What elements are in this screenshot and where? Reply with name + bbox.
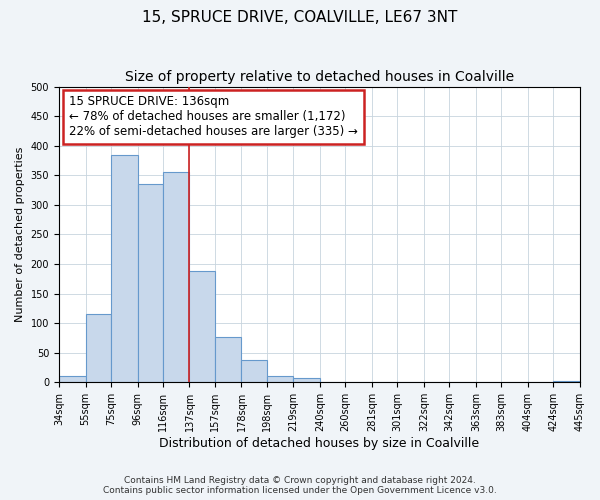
Title: Size of property relative to detached houses in Coalville: Size of property relative to detached ho…: [125, 70, 514, 84]
Bar: [267, 376, 293, 382]
X-axis label: Distribution of detached houses by size in Coalville: Distribution of detached houses by size …: [160, 437, 479, 450]
Bar: [553, 380, 580, 382]
Bar: [241, 360, 267, 382]
Bar: [190, 271, 215, 382]
Text: 15, SPRUCE DRIVE, COALVILLE, LE67 3NT: 15, SPRUCE DRIVE, COALVILLE, LE67 3NT: [142, 10, 458, 25]
Bar: [137, 184, 163, 382]
Text: 15 SPRUCE DRIVE: 136sqm
← 78% of detached houses are smaller (1,172)
22% of semi: 15 SPRUCE DRIVE: 136sqm ← 78% of detache…: [70, 96, 358, 138]
Bar: [293, 378, 320, 382]
Bar: [59, 376, 86, 382]
Y-axis label: Number of detached properties: Number of detached properties: [15, 147, 25, 322]
Bar: [86, 314, 111, 382]
Text: Contains HM Land Registry data © Crown copyright and database right 2024.
Contai: Contains HM Land Registry data © Crown c…: [103, 476, 497, 495]
Bar: [111, 154, 137, 382]
Bar: [215, 338, 241, 382]
Bar: [163, 172, 190, 382]
